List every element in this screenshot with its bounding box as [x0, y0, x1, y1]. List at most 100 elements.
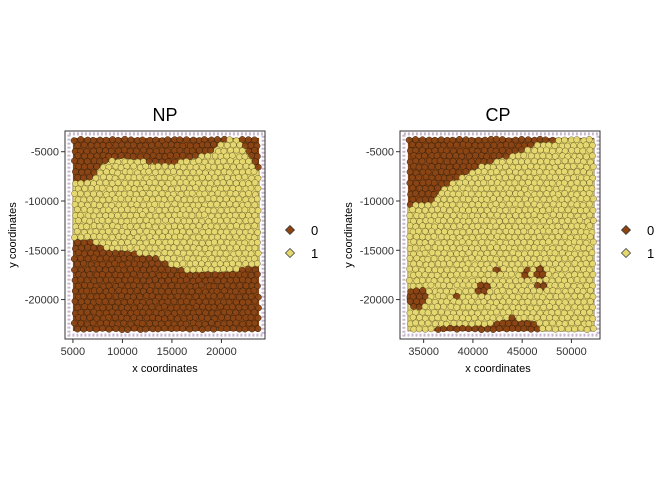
spot-point: [459, 324, 466, 332]
spot-point: [568, 200, 575, 208]
spot-point: [406, 222, 414, 229]
spot-point: [509, 249, 517, 256]
spot-point: [520, 238, 528, 246]
spot-point: [96, 222, 103, 230]
spot-point: [586, 298, 594, 305]
spot-point: [125, 173, 132, 181]
spot-point: [495, 217, 503, 225]
spot-point: [440, 314, 448, 322]
spot-point: [478, 326, 485, 334]
spot-point: [77, 319, 85, 327]
spot-point: [468, 190, 475, 198]
spot-point: [540, 303, 548, 311]
spot-point: [449, 244, 457, 252]
spot-point: [489, 185, 497, 192]
spot-point: [157, 287, 165, 295]
spot-point: [226, 189, 234, 197]
spot-point: [71, 287, 79, 295]
spot-point: [176, 136, 184, 143]
spot-point: [571, 325, 578, 333]
spot-point: [489, 281, 497, 289]
spot-point: [204, 195, 212, 202]
spot-point: [449, 201, 456, 209]
spot-point: [179, 260, 187, 267]
spot-point: [437, 222, 444, 230]
legend-key-1: [620, 247, 632, 259]
spot-point: [251, 297, 259, 305]
spot-point: [496, 303, 504, 310]
spot-point: [520, 217, 528, 225]
spot-point: [225, 233, 233, 241]
spot-point: [245, 168, 252, 176]
spot-point: [434, 184, 442, 192]
spot-point: [207, 147, 215, 154]
y-tick-label: -10000: [25, 196, 59, 208]
spot-point: [254, 207, 262, 214]
spot-point: [453, 281, 461, 289]
spot-point: [70, 137, 78, 144]
spot-point: [481, 146, 488, 154]
spot-point: [536, 319, 543, 327]
spot-point: [586, 254, 594, 262]
spot-point: [205, 250, 213, 257]
spot-point: [446, 282, 453, 290]
spot-point: [540, 282, 547, 290]
spot-point: [456, 222, 464, 230]
spot-point: [205, 184, 213, 192]
spot-point: [456, 255, 463, 263]
spot-point: [543, 265, 550, 273]
spot-point: [415, 174, 422, 181]
spot-point: [427, 325, 435, 333]
spot-point: [524, 243, 532, 251]
spot-point: [464, 315, 472, 322]
spot-point: [588, 249, 596, 256]
spot-point: [129, 206, 137, 214]
spot-point: [512, 212, 520, 219]
spot-point: [492, 200, 500, 208]
spot-point: [239, 180, 247, 187]
spot-point: [532, 217, 540, 224]
spot-point: [415, 227, 422, 235]
x-tick-label: 40000: [458, 346, 489, 358]
spot-point: [192, 227, 200, 235]
spot-point: [112, 325, 120, 333]
spot-point: [101, 298, 109, 305]
spot-point: [561, 254, 569, 262]
spot-point: [143, 314, 151, 322]
spot-point: [515, 184, 522, 192]
spot-point: [205, 174, 212, 181]
spot-point: [74, 206, 81, 213]
spot-point: [495, 325, 503, 333]
spot-point: [462, 148, 470, 155]
spot-point: [105, 196, 113, 203]
spot-point: [456, 135, 463, 143]
spot-point: [204, 141, 211, 149]
spot-point: [531, 157, 538, 165]
spot-point: [93, 163, 101, 170]
spot-point: [207, 276, 215, 284]
spot-point: [226, 200, 234, 208]
spot-point: [563, 292, 571, 300]
y-tick-label: -5000: [366, 147, 394, 159]
spot-point: [518, 146, 525, 154]
spot-point: [214, 136, 221, 143]
y-tick-label: -20000: [25, 295, 59, 307]
spot-point: [77, 190, 84, 198]
spot-point: [561, 320, 569, 328]
spot-point: [123, 314, 131, 322]
spot-point: [149, 238, 156, 246]
spot-point: [80, 250, 88, 258]
spot-point: [117, 185, 125, 192]
spot-point: [536, 244, 544, 252]
spot-point: [105, 314, 112, 321]
spot-point: [214, 277, 221, 285]
spot-point: [410, 238, 417, 246]
spot-point: [236, 163, 244, 170]
spot-point: [487, 254, 494, 262]
spot-point: [108, 147, 115, 155]
spot-point: [254, 325, 262, 333]
spot-point: [142, 195, 150, 202]
spot-point: [589, 303, 596, 311]
spot-point: [112, 227, 119, 235]
spot-point: [83, 223, 90, 230]
